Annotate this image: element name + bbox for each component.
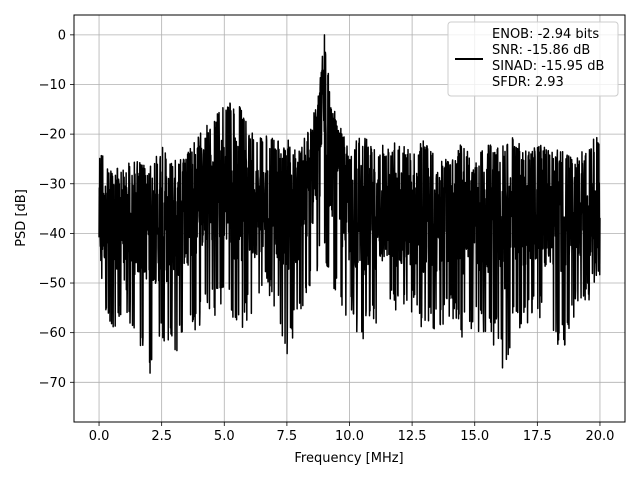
legend-line-snr: SNR: -15.86 dB bbox=[492, 43, 590, 58]
legend-line-enob: ENOB: -2.94 bits bbox=[492, 27, 599, 42]
x-tick-label: 2.5 bbox=[151, 429, 172, 444]
x-tick-label: 0.0 bbox=[89, 429, 110, 444]
x-tick-label: 7.5 bbox=[277, 429, 298, 444]
x-tick-label: 15.0 bbox=[460, 429, 489, 444]
x-tick-label: 20.0 bbox=[585, 429, 614, 444]
x-tick-label: 5.0 bbox=[214, 429, 235, 444]
y-tick-label: −10 bbox=[39, 78, 66, 93]
y-tick-label: 0 bbox=[58, 28, 66, 43]
legend-box bbox=[447, 21, 619, 97]
x-tick-label: 17.5 bbox=[523, 429, 552, 444]
y-tick-label: −50 bbox=[39, 277, 66, 292]
x-axis-label: Frequency [MHz] bbox=[294, 451, 403, 466]
y-tick-label: −30 bbox=[39, 177, 66, 192]
psd-trace bbox=[98, 34, 601, 374]
y-axis-label: PSD [dB] bbox=[14, 189, 29, 247]
legend-line-sinad: SINAD: -15.95 dB bbox=[492, 59, 604, 74]
legend-line-sfdr: SFDR: 2.93 bbox=[492, 75, 564, 90]
x-tick-label: 10.0 bbox=[335, 429, 364, 444]
y-tick-label: −60 bbox=[39, 326, 66, 341]
x-axis: 0.0 2.5 5.0 7.5 10.0 12.5 15.0 17.5 20.0 bbox=[89, 422, 614, 444]
y-tick-label: −70 bbox=[39, 376, 66, 391]
data-series bbox=[98, 34, 601, 374]
y-tick-label: −20 bbox=[39, 128, 66, 143]
y-tick-label: −40 bbox=[39, 227, 66, 242]
y-axis: 0 −10 −20 −30 −40 −50 −60 −70 bbox=[39, 28, 74, 391]
legend: ENOB: -2.94 bits SNR: -15.86 dB SINAD: -… bbox=[447, 21, 619, 97]
x-tick-label: 12.5 bbox=[398, 429, 427, 444]
